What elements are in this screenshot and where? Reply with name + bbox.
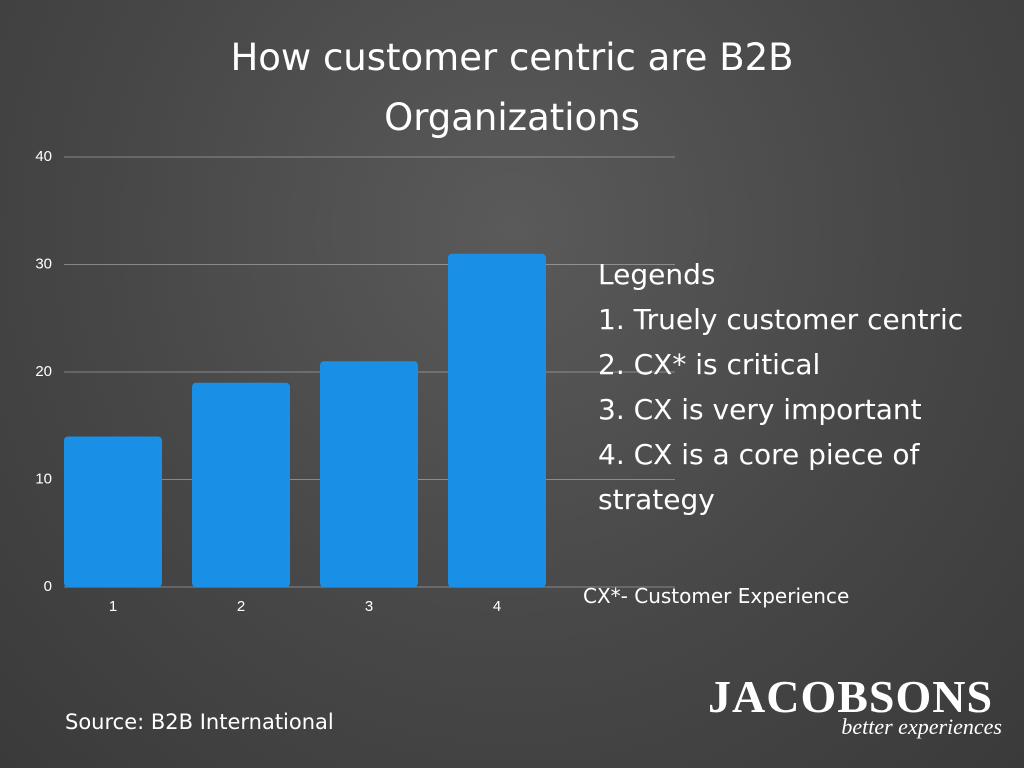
x-tick-label: 4	[493, 598, 501, 615]
bar	[320, 361, 418, 587]
x-tick-label: 2	[237, 598, 245, 615]
y-tick-label: 20	[35, 363, 52, 380]
legend-item: 4. CX is a core piece of strategy	[598, 438, 920, 516]
logo-tagline: better experiences	[841, 714, 1002, 739]
y-tick-label: 10	[35, 470, 52, 487]
legend-item: 2. CX* is critical	[598, 348, 821, 381]
source: Source: B2B International	[65, 710, 334, 734]
y-tick-label: 40	[35, 148, 52, 165]
x-tick-label: 1	[109, 598, 117, 615]
chart-title: How customer centric are B2B Organizatio…	[230, 36, 794, 139]
bar	[64, 436, 162, 587]
bar	[448, 253, 546, 587]
y-tick-label: 0	[44, 578, 52, 595]
legend-title: Legends	[598, 258, 716, 291]
x-tick-label: 3	[365, 598, 373, 615]
legend-item: 3. CX is very important	[598, 393, 922, 426]
y-tick-label: 30	[35, 255, 52, 272]
footnote: CX*- Customer Experience	[583, 584, 850, 608]
logo-name: JACOBSONS	[708, 671, 994, 722]
bar	[192, 382, 290, 587]
legend-item: 1. Truely customer centric	[598, 303, 964, 336]
legend: Legends 1. Truely customer centric 2. CX*…	[598, 252, 968, 522]
